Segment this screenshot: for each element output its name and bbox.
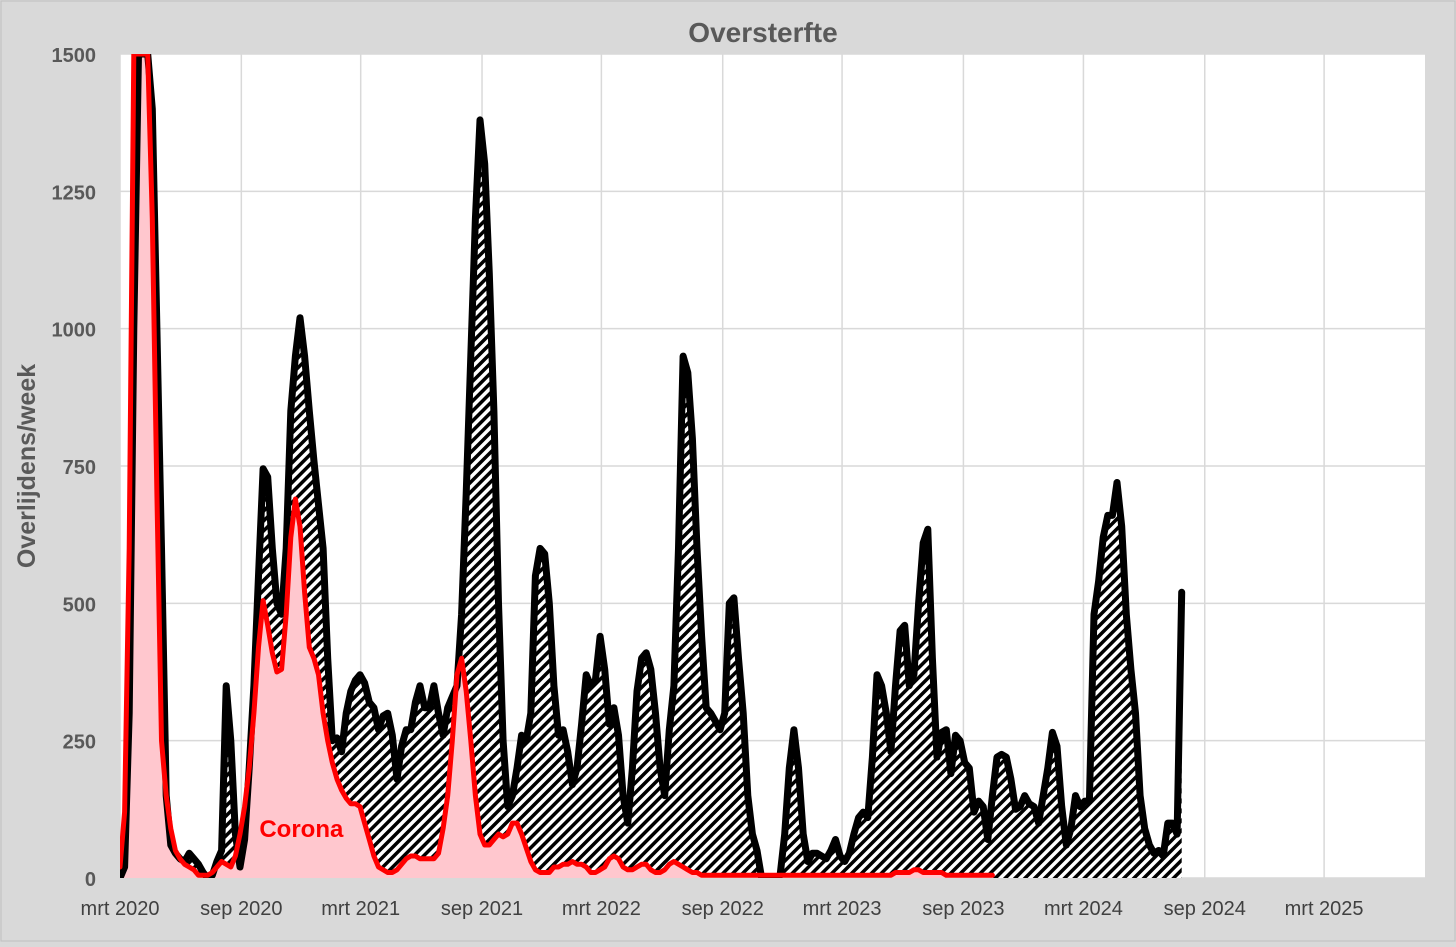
y-tick-label: 1500 [52,45,97,67]
x-tick-label: mrt 2025 [1285,898,1364,920]
series-layer [120,54,1186,878]
y-axis-label: Overlijdens/week [13,364,41,568]
x-tick-label: sep 2021 [441,898,523,920]
x-axis-ticks: mrt 2020 sep 2020 mrt 2021 sep 2021 mrt 2022… [81,898,1364,920]
y-axis-ticks: 0 250 500 750 1000 1250 1500 [52,45,97,891]
x-tick-label: mrt 2023 [803,898,882,920]
x-tick-label: mrt 2020 [81,898,160,920]
corona-line [120,54,995,878]
x-tick-label: sep 2024 [1164,898,1246,920]
y-tick-label: 750 [63,457,96,479]
chart-title: Oversterfte [688,17,837,48]
y-tick-label: 1000 [52,320,97,342]
x-tick-label: sep 2020 [200,898,282,920]
x-tick-label: sep 2023 [922,898,1004,920]
y-tick-label: 500 [63,594,96,616]
x-tick-label: sep 2022 [682,898,764,920]
excess-line [120,54,1186,878]
y-tick-label: 250 [63,732,96,754]
x-tick-label: mrt 2021 [321,898,400,920]
x-tick-label: mrt 2022 [562,898,641,920]
annotation-corona: Corona [259,816,344,843]
x-tick-label: mrt 2024 [1044,898,1123,920]
y-tick-label: 1250 [52,182,97,204]
y-tick-label: 0 [85,869,96,891]
